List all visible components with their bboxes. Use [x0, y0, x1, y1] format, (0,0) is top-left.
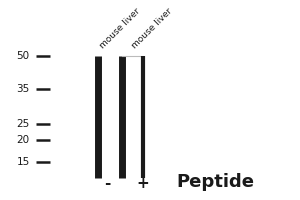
- Text: mouse liver: mouse liver: [130, 7, 174, 51]
- Text: +: +: [136, 176, 149, 191]
- Text: 35: 35: [16, 84, 30, 94]
- Text: 20: 20: [16, 135, 30, 145]
- Text: mouse liver: mouse liver: [98, 7, 142, 51]
- Text: -: -: [104, 176, 110, 191]
- Text: 25: 25: [16, 119, 30, 129]
- Text: 50: 50: [16, 51, 30, 61]
- Text: 15: 15: [16, 157, 30, 167]
- Text: Peptide: Peptide: [176, 173, 254, 191]
